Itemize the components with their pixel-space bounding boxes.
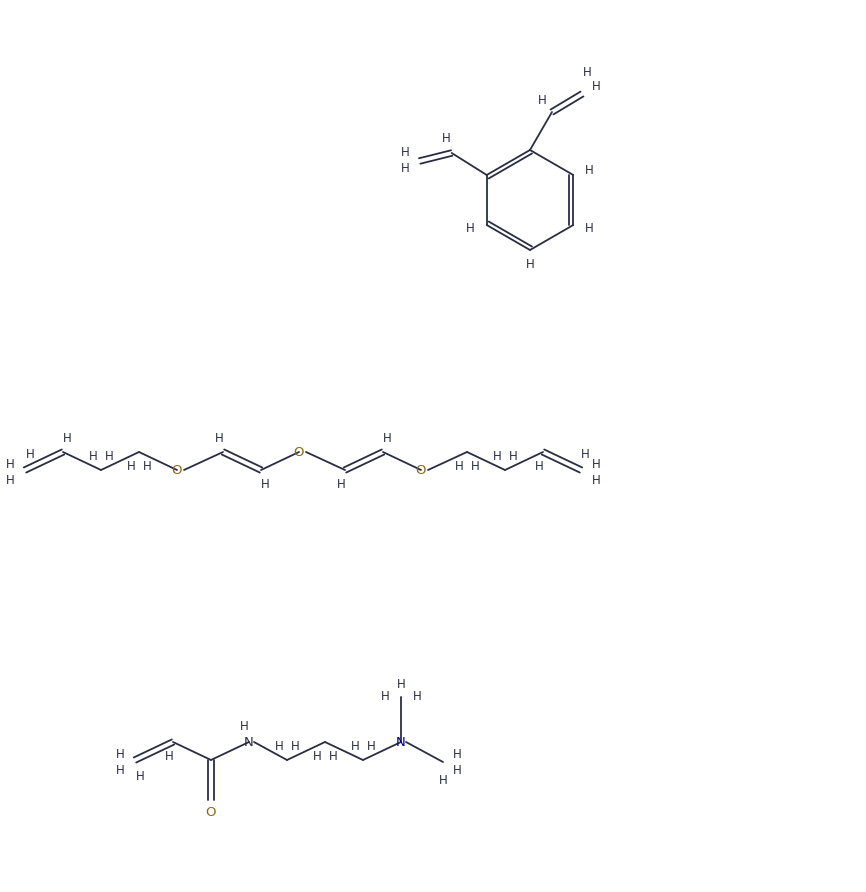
Text: N: N: [396, 736, 406, 748]
Text: H: H: [261, 477, 269, 491]
Text: H: H: [105, 450, 113, 462]
Text: H: H: [443, 133, 451, 145]
Text: H: H: [401, 162, 410, 176]
Text: H: H: [116, 748, 125, 762]
Text: H: H: [126, 459, 135, 473]
Text: H: H: [351, 739, 359, 753]
Text: H: H: [291, 739, 300, 753]
Text: H: H: [397, 678, 405, 690]
Text: O: O: [294, 445, 304, 458]
Text: H: H: [313, 749, 321, 763]
Text: H: H: [453, 764, 462, 777]
Text: H: H: [275, 739, 283, 753]
Text: O: O: [416, 464, 426, 476]
Text: O: O: [171, 464, 182, 476]
Text: H: H: [26, 448, 35, 460]
Text: H: H: [591, 79, 600, 93]
Text: H: H: [383, 432, 391, 444]
Text: H: H: [240, 721, 249, 733]
Text: H: H: [143, 459, 152, 473]
Text: H: H: [337, 477, 346, 491]
Text: H: H: [366, 739, 375, 753]
Text: H: H: [493, 450, 501, 462]
Text: H: H: [88, 450, 97, 462]
Text: H: H: [508, 450, 517, 462]
Text: H: H: [580, 448, 590, 460]
Text: H: H: [470, 459, 480, 473]
Text: O: O: [206, 805, 216, 819]
Text: H: H: [466, 222, 475, 235]
Text: H: H: [215, 432, 223, 444]
Text: H: H: [136, 770, 145, 782]
Text: H: H: [328, 749, 338, 763]
Text: H: H: [401, 146, 410, 160]
Text: H: H: [526, 259, 534, 271]
Text: H: H: [583, 65, 591, 78]
Text: H: H: [165, 749, 173, 763]
Text: N: N: [244, 736, 254, 748]
Text: H: H: [538, 94, 546, 106]
Text: H: H: [585, 164, 594, 178]
Text: H: H: [412, 690, 422, 704]
Text: H: H: [453, 747, 462, 761]
Text: H: H: [62, 432, 71, 444]
Text: H: H: [534, 459, 543, 473]
Text: H: H: [591, 474, 600, 486]
Text: H: H: [591, 458, 600, 472]
Text: H: H: [116, 764, 125, 777]
Text: H: H: [5, 458, 15, 472]
Text: H: H: [5, 474, 15, 486]
Text: H: H: [381, 690, 390, 704]
Text: H: H: [438, 773, 448, 787]
Text: H: H: [455, 459, 463, 473]
Text: H: H: [585, 222, 594, 235]
